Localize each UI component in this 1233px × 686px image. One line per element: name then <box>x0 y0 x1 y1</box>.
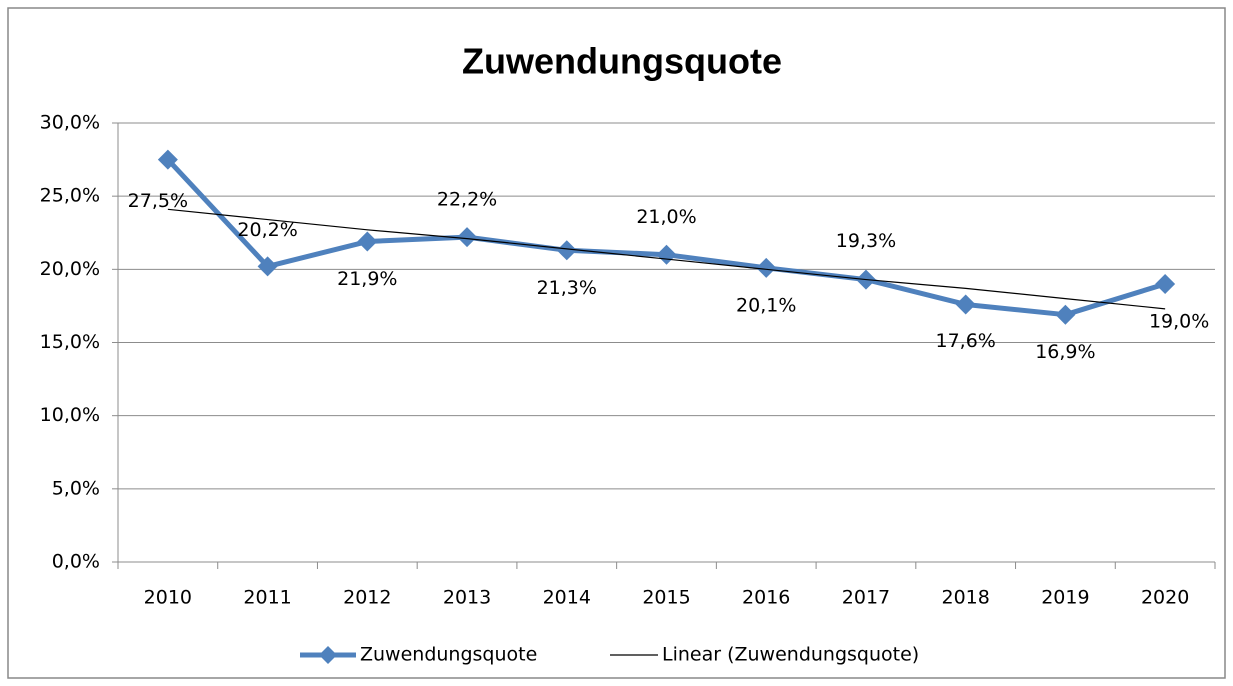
data-label: 21,3% <box>537 277 597 299</box>
y-tick-label: 5,0% <box>52 477 100 499</box>
y-tick-label: 10,0% <box>40 404 100 426</box>
data-label: 20,2% <box>237 219 297 241</box>
y-tick-label: 25,0% <box>40 185 100 207</box>
data-point <box>457 227 478 248</box>
x-tick-label: 2010 <box>144 587 192 609</box>
x-tick-label: 2020 <box>1141 587 1189 609</box>
data-label: 22,2% <box>437 189 497 211</box>
y-tick-label: 30,0% <box>40 112 100 134</box>
chart-title: Zuwendungsquote <box>462 41 782 82</box>
legend-label: Linear (Zuwendungsquote) <box>662 644 919 666</box>
x-tick-label: 2015 <box>642 587 690 609</box>
y-tick-label: 0,0% <box>52 551 100 573</box>
legend-swatch-marker <box>319 646 337 664</box>
data-point <box>756 257 777 278</box>
y-tick-label: 20,0% <box>40 258 100 280</box>
data-label: 21,0% <box>636 206 696 228</box>
data-label: 19,0% <box>1149 310 1209 332</box>
x-tick-label: 2016 <box>742 587 790 609</box>
x-tick-label: 2017 <box>842 587 890 609</box>
data-point <box>955 294 976 315</box>
data-point <box>1055 304 1076 325</box>
data-point <box>257 256 278 277</box>
legend-label: Zuwendungsquote <box>360 644 537 666</box>
trend-line <box>167 208 1166 310</box>
y-tick-label: 15,0% <box>40 331 100 353</box>
data-point <box>1155 273 1176 294</box>
data-point <box>556 240 577 261</box>
x-tick-label: 2018 <box>942 587 990 609</box>
x-tick-label: 2011 <box>243 587 291 609</box>
data-label: 21,9% <box>337 268 397 290</box>
data-point <box>656 244 677 265</box>
data-label: 16,9% <box>1035 341 1095 363</box>
data-point <box>357 231 378 252</box>
x-tick-label: 2013 <box>443 587 491 609</box>
x-tick-label: 2019 <box>1041 587 1089 609</box>
data-label: 17,6% <box>936 330 996 352</box>
data-label: 20,1% <box>736 294 796 316</box>
x-tick-label: 2012 <box>343 587 391 609</box>
data-point <box>157 149 178 170</box>
data-label: 27,5% <box>128 190 188 212</box>
data-label: 19,3% <box>836 230 896 252</box>
x-tick-label: 2014 <box>543 587 591 609</box>
